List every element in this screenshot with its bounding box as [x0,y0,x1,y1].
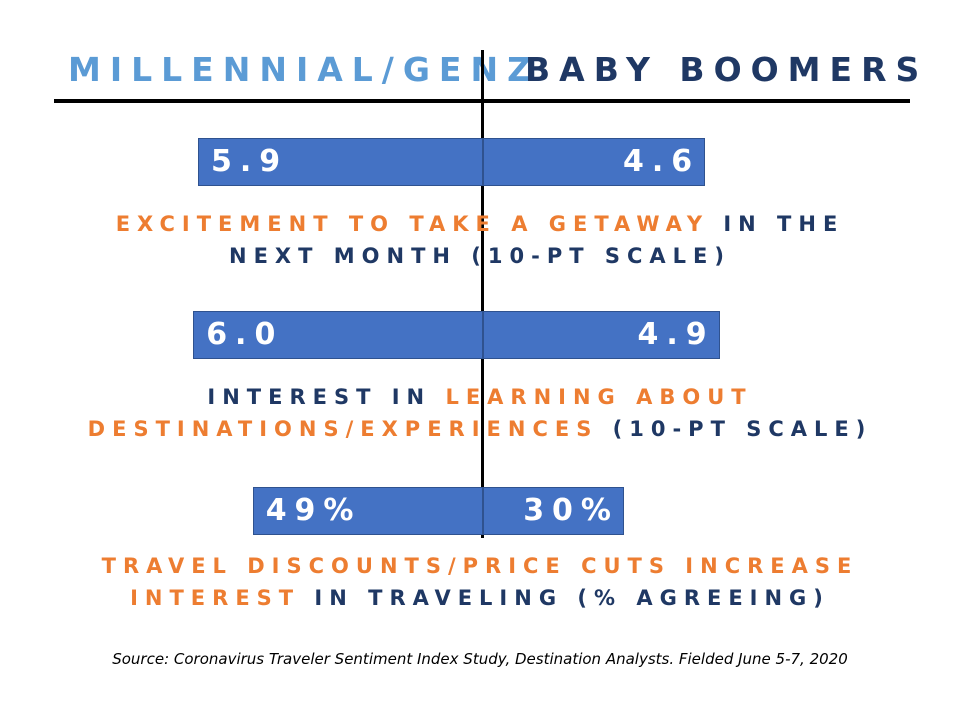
source-note: Source: Coronavirus Traveler Sentiment I… [112,650,848,668]
bar-baby-boomers: 4.9 [483,311,720,359]
bar-baby-boomers: 30% [483,487,624,535]
category-label-segment: IN TRAVELING (% AGREEING) [300,586,830,610]
category-label-segment: TRAVEL DISCOUNTS/PRICE CUTS INCREASE INT… [101,554,859,610]
bar-value-label: 4.9 [637,317,715,352]
category-label-segment: INTEREST IN [207,385,446,409]
bar-value-label: 30% [523,493,619,528]
bar-millennial-genz: 49% [252,487,483,535]
category-label-segment: LEARNING ABOUT DESTINATIONS/EXPERIENCES [87,385,753,441]
category-label-segment: EXCITEMENT TO TAKE A GETAWAY [115,212,710,236]
bar-millennial-genz: 5.9 [198,138,483,186]
center-axis-line [481,50,484,538]
bar-value-label: 4.6 [623,144,701,179]
category-label: TRAVEL DISCOUNTS/PRICE CUTS INCREASE INT… [80,550,880,614]
category-label-segment: IN THE NEXT MONTH (10-PT SCALE) [229,212,845,268]
category-label: INTEREST IN LEARNING ABOUT DESTINATIONS/… [80,381,880,445]
category-label-segment: (10-PT SCALE) [598,417,873,441]
bar-value-label: 6.0 [206,317,284,352]
bar-millennial-genz: 6.0 [193,311,483,359]
bar-value-label: 5.9 [211,144,289,179]
header-baby-boomers: BABY BOOMERS [525,50,929,89]
header-millennial-genz: MILLENNIAL/GENZ [68,50,541,89]
bar-baby-boomers: 4.6 [483,138,706,186]
bar-value-label: 49% [265,493,362,528]
category-label: EXCITEMENT TO TAKE A GETAWAY IN THE NEXT… [80,208,880,272]
